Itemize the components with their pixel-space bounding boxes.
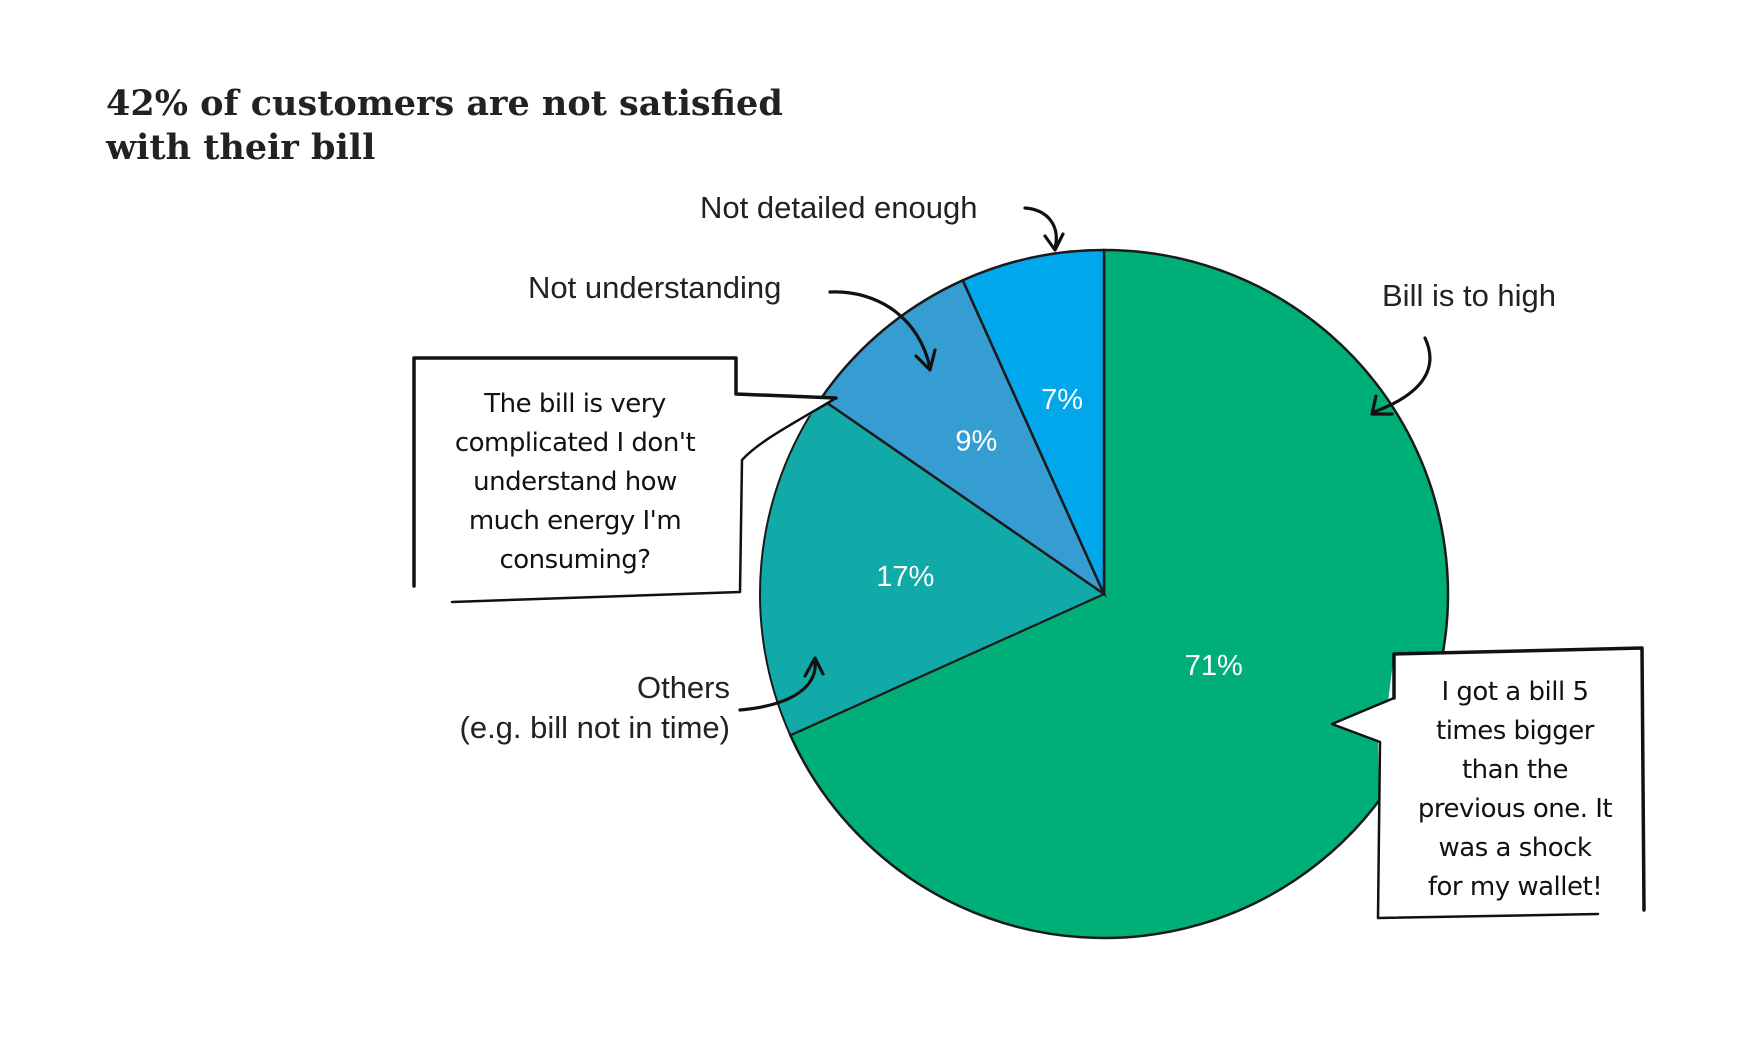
category-label-not-detailed: Not detailed enough — [700, 190, 978, 225]
quote-right-line-2: times bigger — [1436, 716, 1595, 746]
quote-bubble-left: The bill is very complicated I don't und… — [412, 356, 838, 604]
pie-slice-others — [759, 397, 1107, 737]
category-label-bill-too-high: Bill is to high — [1382, 278, 1556, 313]
quote-left-line-3: understand how — [473, 467, 677, 497]
data-label-others: 17% — [876, 561, 934, 593]
annotation-arrows — [738, 206, 1432, 712]
quote-left-line-5: consuming? — [499, 545, 650, 575]
pie-slice-not-detailed — [961, 248, 1106, 595]
quote-right-line-6: for my wallet! — [1428, 872, 1602, 902]
pie-slice-not-understanding — [819, 278, 1107, 598]
quote-right-line-5: was a shock — [1439, 833, 1592, 863]
quote-bubble-right: I got a bill 5 times bigger than the pre… — [1330, 646, 1646, 920]
quote-left-line-4: much energy I'm — [469, 506, 681, 536]
arrow-not-understanding — [828, 290, 937, 372]
arrow-bill-too-high — [1370, 336, 1432, 416]
data-label-bill-too-high: 71% — [1185, 650, 1243, 682]
category-label-others-line-1: Others — [637, 670, 730, 705]
quote-left-line-2: complicated I don't — [455, 428, 696, 458]
quote-right-line-3: than the — [1462, 755, 1568, 785]
chart-title-line-1: 42% of customers are not satisfied — [106, 83, 783, 124]
data-label-not-understanding: 9% — [955, 426, 997, 458]
category-label-others-line-2: (e.g. bill not in time) — [460, 710, 731, 745]
category-label-not-understanding: Not understanding — [528, 270, 781, 305]
arrow-not-detailed — [1023, 206, 1065, 252]
quote-right-line-4: previous one. It — [1418, 794, 1613, 824]
quote-right-line-1: I got a bill 5 — [1442, 677, 1589, 707]
pie-slices — [759, 248, 1450, 940]
data-label-not-detailed: 7% — [1041, 384, 1083, 416]
quote-left-line-1: The bill is very — [483, 389, 666, 419]
arrow-others — [738, 656, 825, 712]
chart-title-line-2: with their bill — [106, 127, 376, 168]
chart-title: 42% of customers are not satisfied with … — [106, 82, 806, 170]
